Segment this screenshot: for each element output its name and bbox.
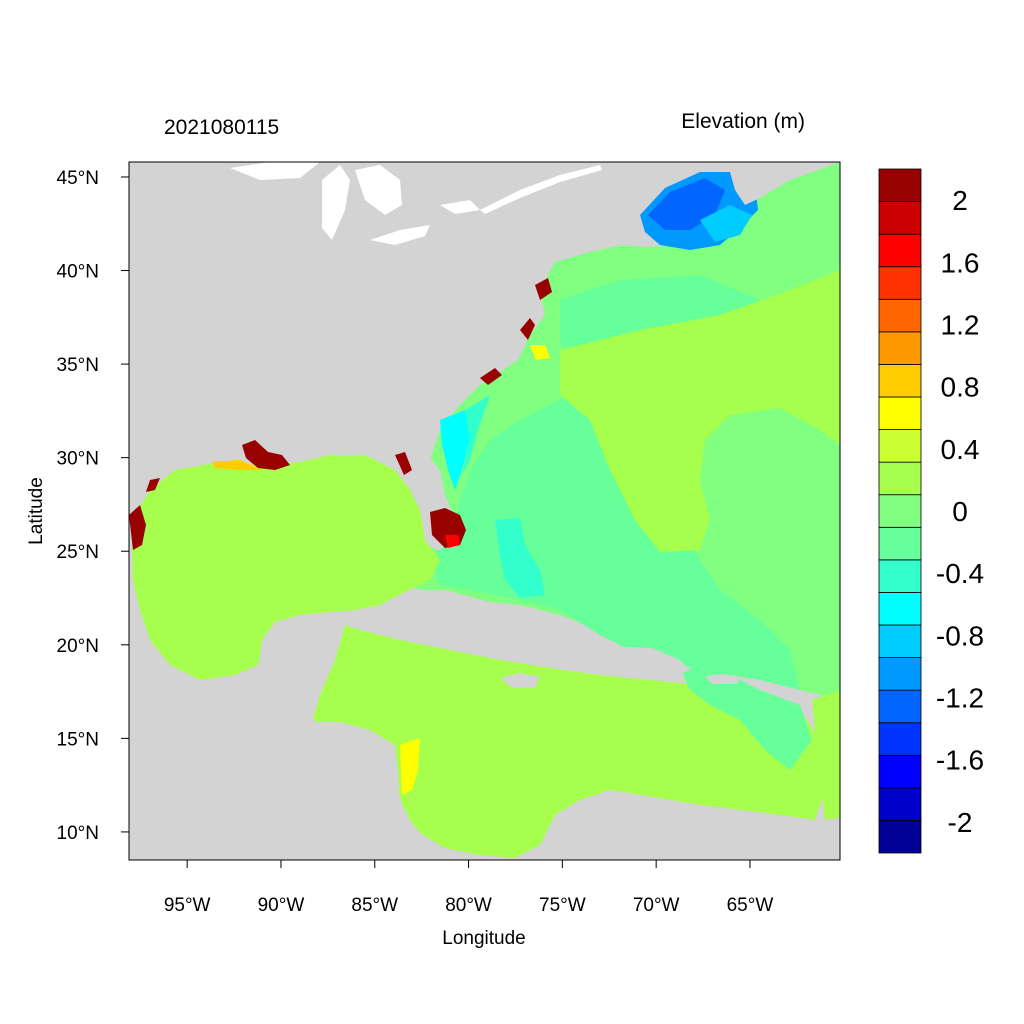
x-tick-label: 95°W — [164, 895, 211, 916]
y-tick-label: 40°N — [57, 262, 99, 283]
yucatan-peninsula — [258, 612, 345, 722]
colorbar-swatch — [878, 754, 922, 789]
y-axis-label: Latitude — [26, 477, 47, 545]
map-area — [129, 162, 840, 860]
colorbar-swatch — [878, 429, 922, 463]
jamaica-island — [500, 673, 540, 688]
colorbar-label: -2 — [948, 807, 973, 838]
lake-huron — [355, 165, 402, 215]
atlantic-positive-area — [560, 270, 840, 552]
y-tick-label: 30°N — [57, 449, 99, 470]
colorbar-swatch — [878, 494, 922, 528]
y-tick-label: 20°N — [57, 636, 99, 657]
caribbean-negative-region — [680, 668, 812, 770]
plot-frame — [128, 161, 841, 861]
south-america-land — [540, 790, 840, 860]
caribbean-sea — [310, 620, 825, 858]
colorbar-label: -0.4 — [936, 558, 984, 589]
puerto-rico-island — [705, 674, 740, 684]
y-tick-label: 10°N — [57, 823, 99, 844]
central-america-land — [129, 720, 425, 860]
texas-coast-small-surge — [146, 478, 160, 492]
right-title: Elevation (m) — [681, 110, 805, 133]
colorbar-label: 2 — [952, 185, 968, 216]
lake-michigan — [322, 165, 350, 240]
big-bend-surge — [395, 452, 412, 475]
colorbar-label: -0.8 — [936, 620, 984, 651]
carolina-coast-surge — [480, 368, 502, 385]
lake-superior — [230, 162, 320, 180]
colorbar-swatch — [878, 266, 922, 300]
gulf-of-mexico — [132, 455, 440, 680]
hispaniola-island — [598, 647, 690, 680]
colorbar-swatch — [878, 559, 922, 593]
y-tick-label: 35°N — [57, 355, 99, 376]
x-axis-label: Longitude — [442, 928, 525, 949]
colorbar-swatch — [878, 461, 922, 496]
x-tick-label: 80°W — [445, 895, 492, 916]
x-axis: 95°W 90°W 85°W 80°W 75°W 70°W 65°W — [164, 860, 774, 916]
colorbar-swatch — [878, 331, 922, 365]
colorbar-label: 0.4 — [941, 434, 980, 465]
colorbar-swatch — [878, 592, 922, 626]
st-lawrence-river — [480, 165, 602, 214]
colorbar-swatch — [878, 624, 922, 658]
left-title: 2021080115 — [164, 116, 279, 139]
honduras-coast-yellow — [400, 738, 420, 795]
colorbar-label: 1.2 — [941, 309, 980, 340]
colorbar — [878, 168, 922, 854]
x-tick-label: 75°W — [539, 895, 586, 916]
colorbar-swatch — [878, 298, 922, 333]
gulf-of-maine-light-anomaly — [700, 205, 752, 242]
colorbar-swatch — [878, 526, 922, 561]
colorbar-swatch — [878, 364, 922, 398]
colorbar-swatch — [878, 820, 922, 854]
nova-scotia — [730, 162, 840, 205]
colorbar-swatch — [878, 689, 922, 724]
x-tick-label: 85°W — [351, 895, 398, 916]
y-tick-label: 25°N — [57, 542, 99, 563]
colorbar-swatch — [878, 396, 922, 430]
y-axis: 45°N 40°N 35°N 30°N 25°N 20°N 15°N 10°N — [57, 168, 129, 844]
louisiana-coast-yellow — [212, 460, 262, 470]
mid-atlantic-surge — [535, 278, 552, 300]
colorbar-label: 0 — [952, 496, 968, 527]
colorbar-swatch — [878, 722, 922, 756]
texas-coast-surge — [129, 505, 146, 550]
colorbar-label: -1.6 — [936, 745, 984, 776]
cuba-island — [382, 590, 585, 647]
x-tick-label: 65°W — [727, 895, 774, 916]
colorbar-labels: -2 -1.6 -1.2 -0.8 -0.4 0 0.4 0.8 1.2 1.6 2 — [936, 185, 984, 838]
colorbar-swatch — [878, 657, 922, 691]
colorbar-label: 0.8 — [941, 372, 980, 403]
gulf-of-maine-deep-anomaly — [648, 178, 725, 230]
lesser-antilles-water — [812, 690, 840, 860]
lake-ontario — [440, 200, 480, 214]
y-tick-label: 15°N — [57, 729, 99, 750]
y-tick-label: 45°N — [57, 168, 99, 189]
colorbar-swatch — [878, 787, 922, 821]
south-florida-surge-red — [445, 535, 460, 548]
bahamas-negative-patch — [495, 518, 545, 598]
colorbar-label: -1.2 — [936, 683, 984, 714]
florida-coast-negative-band — [462, 395, 490, 475]
louisiana-coast-surge — [242, 440, 290, 470]
colorbar-label: 1.6 — [941, 247, 980, 278]
x-tick-label: 90°W — [258, 895, 305, 916]
colorbar-swatch — [878, 201, 922, 235]
x-tick-label: 70°W — [633, 895, 680, 916]
lake-erie — [370, 225, 430, 245]
florida-coast-negative — [440, 410, 470, 490]
chesapeake-surge — [520, 318, 535, 340]
colorbar-swatch — [878, 233, 922, 268]
colorbar-swatch — [878, 168, 922, 202]
pamlico-sound-yellow — [530, 345, 550, 360]
